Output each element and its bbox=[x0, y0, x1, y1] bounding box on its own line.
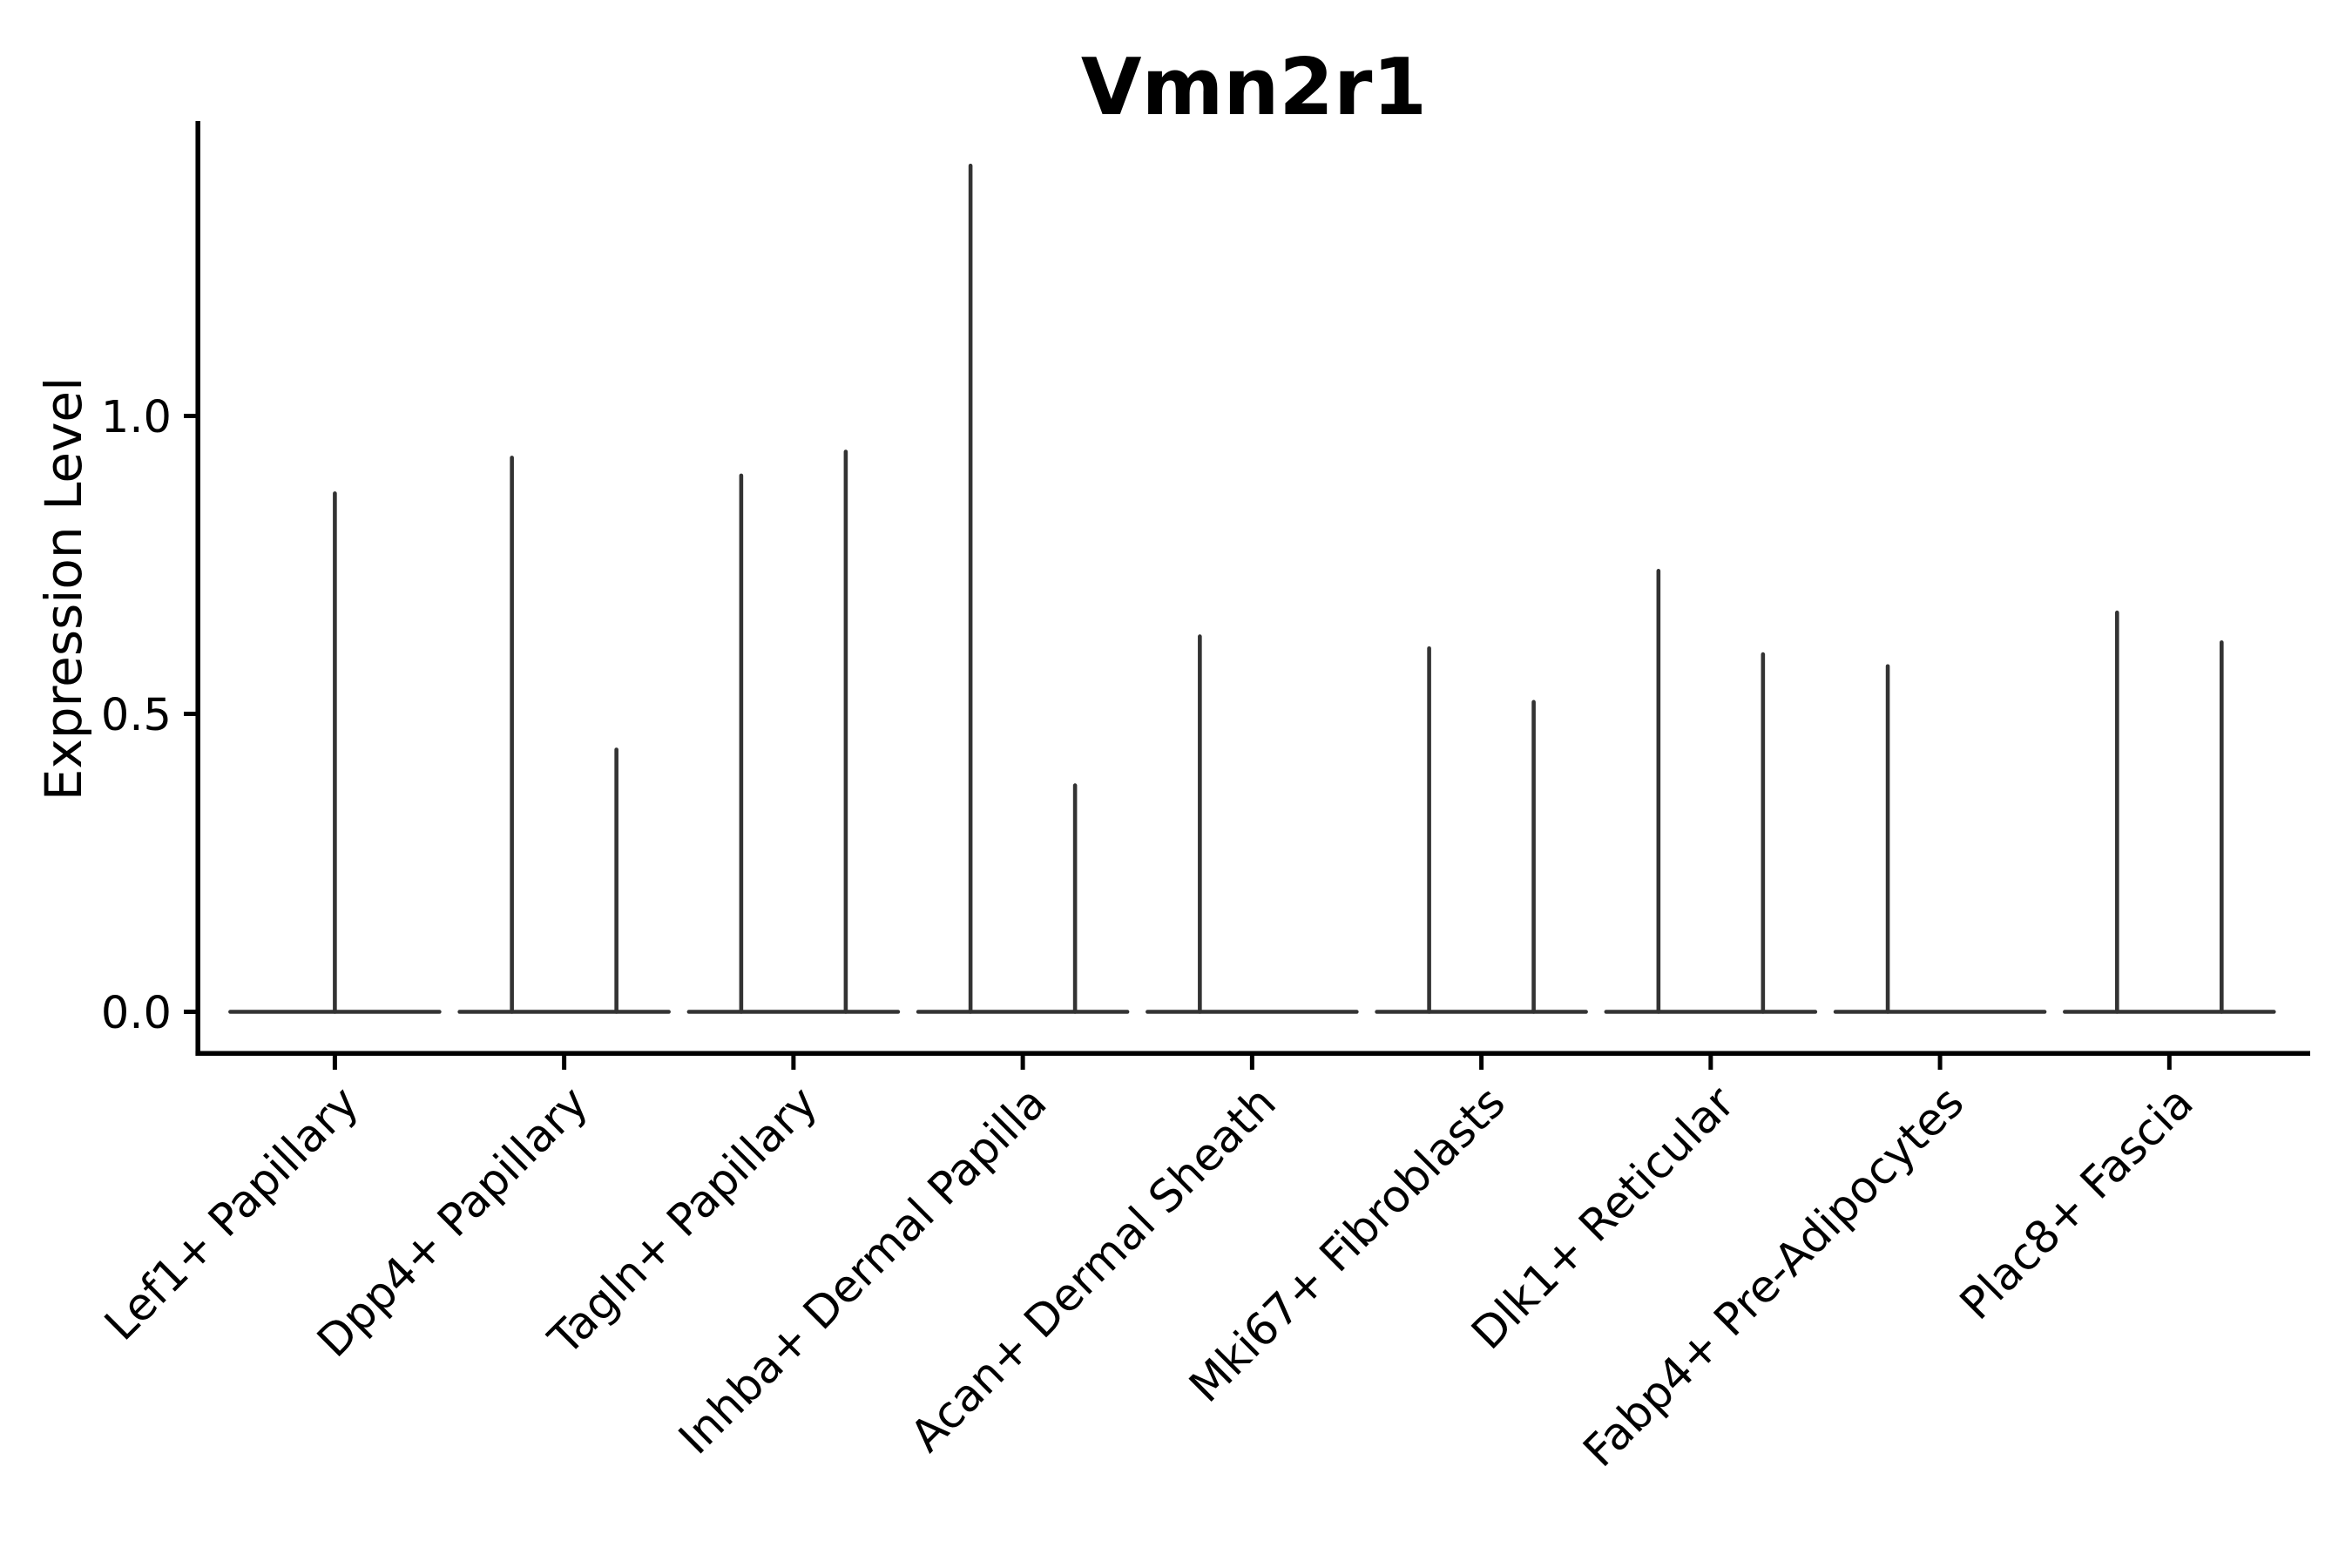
x-tick-label: Plac8+ Fascia bbox=[1950, 1077, 2203, 1329]
x-tick-label: Lef1+ Papillary bbox=[95, 1077, 368, 1350]
x-tick-label: Fabp4+ Pre-Adipocytes bbox=[1574, 1077, 1974, 1477]
x-tick-label: Acan+ Dermal Sheath bbox=[901, 1077, 1286, 1462]
y-tick-label: 0.5 bbox=[101, 690, 172, 741]
y-tick-label: 1.0 bbox=[101, 392, 172, 443]
x-tick-label: Inhba+ Dermal Papilla bbox=[669, 1077, 1057, 1464]
y-tick-label: 0.0 bbox=[101, 988, 172, 1039]
chart-title: Vmn2r1 bbox=[1080, 42, 1428, 133]
